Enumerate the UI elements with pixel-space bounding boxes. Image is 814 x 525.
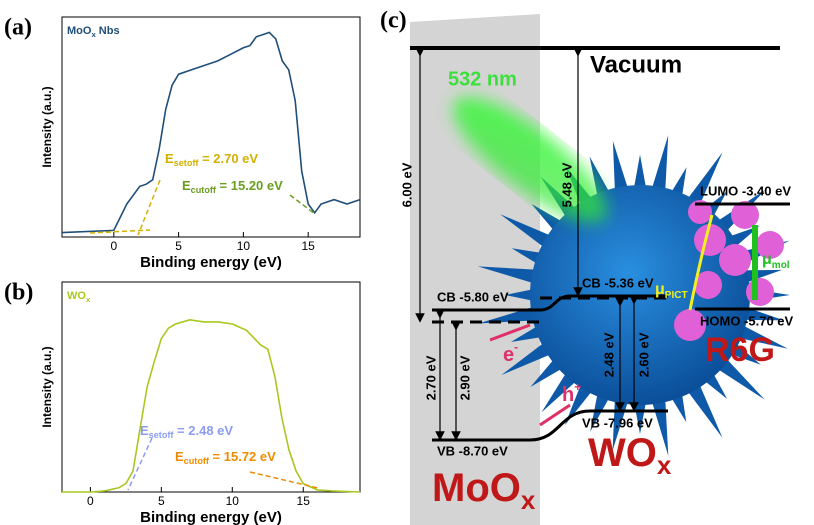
label-part: E <box>182 178 191 193</box>
label: Ecutoff = 15.72 eV <box>175 449 276 466</box>
label-part: E <box>165 151 174 166</box>
dye-label: R6G <box>705 331 775 369</box>
x-tick-label: 0 <box>110 239 117 253</box>
level-label: HOMO -5.70 eV <box>700 313 794 328</box>
x-tick-label: 15 <box>301 239 315 253</box>
x-tick-label: 10 <box>226 494 240 508</box>
y-axis-label: Intensity (a.u.) <box>40 346 54 427</box>
x-axis-label: Binding energy (eV) <box>140 254 282 271</box>
spectrum <box>61 31 361 234</box>
x-axis-label: Binding energy (eV) <box>140 509 282 525</box>
fit-lines <box>89 179 319 491</box>
x-tick-label: 0 <box>87 494 94 508</box>
y-axis-label: Intensity (a.u.) <box>40 86 54 167</box>
gap-label: 5.48 eV <box>559 162 574 207</box>
label-part: = 15.20 eV <box>216 178 283 193</box>
label-part: x <box>86 295 91 304</box>
panel-label: (c) <box>380 8 407 34</box>
wox-label: WOx <box>588 431 672 480</box>
label-part: x <box>91 30 96 39</box>
level-label: VB -7.96 eV <box>582 415 653 430</box>
level-label: CB -5.80 eV <box>437 289 509 304</box>
label-part: = 2.48 eV <box>173 423 233 438</box>
x-tick-label: 15 <box>297 494 311 508</box>
x-tick-label: 5 <box>175 239 182 253</box>
spectrum <box>62 318 361 493</box>
label-part: Nbs <box>96 25 120 37</box>
gap-label: 6.00 eV <box>399 162 414 207</box>
laser-beam <box>452 96 608 224</box>
label-part: = 15.72 eV <box>209 449 276 464</box>
mu-mol: μmol <box>762 251 790 270</box>
vacuum-label: Vacuum <box>590 51 682 78</box>
label: Esetoff = 2.70 eV <box>165 151 258 168</box>
vb-level <box>432 409 668 442</box>
gap-label: 2.70 eV <box>423 355 438 400</box>
charts: 0 5 10 15 Binding energy (eV) Intensity (a.u.… <box>4 15 361 525</box>
hole: h+ <box>562 380 581 406</box>
moox-label: MoOx <box>432 466 536 515</box>
gap-arrows <box>415 47 639 441</box>
fermi-level <box>432 296 668 324</box>
label-part: E <box>140 423 149 438</box>
level-label: CB -5.36 eV <box>582 275 654 290</box>
label-part: WO <box>67 290 86 302</box>
cb-level <box>432 294 668 312</box>
label-part: = 2.70 eV <box>198 151 258 166</box>
level-label: VB -8.70 eV <box>437 443 508 458</box>
electron: e- <box>503 340 518 366</box>
pict-arrow <box>688 214 714 311</box>
label-part: cutoff <box>191 185 217 195</box>
label: MoOx Nbs <box>67 25 120 39</box>
level-label: LUMO -3.40 eV <box>700 183 791 198</box>
label-part: cutoff <box>184 456 210 466</box>
panel-label: (a) <box>4 15 32 41</box>
panel-label: (b) <box>4 280 33 306</box>
plot-frame <box>61 16 361 238</box>
label-part: MoO <box>67 25 92 37</box>
hole-arrow <box>539 403 571 427</box>
label: Esetoff = 2.48 eV <box>140 423 233 440</box>
mu-pict: μPICT <box>655 281 688 300</box>
plot-frame <box>61 281 361 493</box>
electron-arrow <box>489 323 531 342</box>
label: WOx <box>67 290 91 304</box>
x-tick-label: 10 <box>237 239 251 253</box>
label-part: E <box>175 449 184 464</box>
laser-label: 532 nm <box>448 68 517 90</box>
label-part: setoff <box>174 158 200 168</box>
gap-label: 2.90 eV <box>457 355 472 400</box>
label: Ecutoff = 15.20 eV <box>182 178 283 195</box>
x-tick-label: 5 <box>158 494 165 508</box>
label-part: setoff <box>149 430 175 440</box>
diagram: (c) Vacuum 532 nm 6.00 eV 5.48 eV CB -5.… <box>380 8 794 525</box>
gap-label: 2.60 eV <box>636 332 651 377</box>
gap-label: 2.48 eV <box>601 332 616 377</box>
